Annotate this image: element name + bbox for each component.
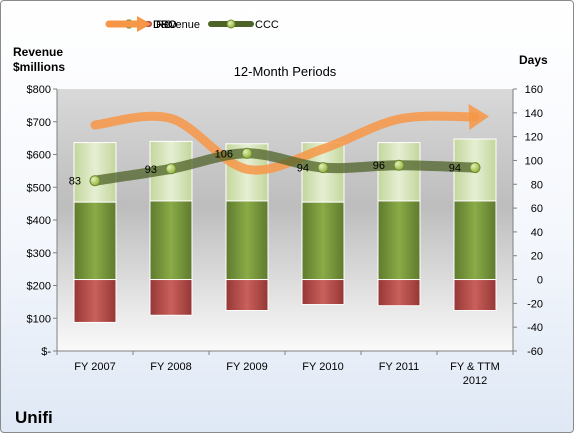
- legend-label-ccc: CCC: [255, 19, 279, 31]
- y-right-tick-label: 80: [531, 179, 543, 191]
- x-tick-label: FY 2011: [379, 361, 420, 373]
- bar-dpo: [225, 279, 269, 312]
- y-left-label-line1: Revenue: [13, 45, 63, 59]
- ccc-marker: [469, 162, 481, 174]
- ccc-marker: [165, 163, 177, 175]
- bar-dio: [377, 200, 421, 281]
- ccc-data-label: 93: [145, 164, 157, 176]
- bar-dio: [453, 200, 497, 281]
- x-tick-label: FY 2009: [226, 361, 267, 373]
- ccc-line: [90, 148, 480, 186]
- legend-swatch-revenue-arrow: [137, 16, 151, 32]
- x-tick-label: FY 2008: [150, 361, 191, 373]
- ccc-marker: [89, 175, 101, 187]
- y-left-label-line2: $millions: [13, 60, 65, 74]
- y-right-label: Days: [519, 53, 548, 67]
- company-name: Unifi: [15, 408, 53, 427]
- chart-title: 12-Month Periods: [234, 64, 337, 79]
- y-right-tick-label: -60: [527, 346, 543, 358]
- ccc-marker: [393, 159, 405, 171]
- y-right-tick-label: 0: [537, 275, 543, 287]
- legend-label-ccc: DPO: [153, 19, 177, 31]
- y-right-tick-label: -40: [527, 322, 543, 334]
- ccc-data-label: 94: [449, 163, 461, 175]
- bar-dio: [301, 201, 345, 281]
- y-left-tick-label: $300: [27, 248, 51, 260]
- ccc-marker: [317, 162, 329, 174]
- y-left-tick-label: $100: [27, 313, 51, 325]
- y-right-tick-label: 60: [531, 203, 543, 215]
- axes: $- $100 $200 $300 $400 $500 $600 $700 $800 -60 -40…: [27, 84, 543, 387]
- x-tick-label: FY 2007: [74, 361, 115, 373]
- bar-dpo: [73, 279, 117, 323]
- bar-dio: [73, 201, 117, 281]
- bar-dpo: [377, 279, 421, 307]
- ccc-data-label: 83: [69, 176, 81, 188]
- y-right-tick-label: 120: [525, 132, 543, 144]
- lines: 83 93 106 94 96 94: [69, 104, 489, 188]
- ccc-data-label: 94: [297, 163, 309, 175]
- y-right-tick-label: -20: [527, 298, 543, 310]
- legend-label-revenue: Revenue: [156, 19, 200, 31]
- ccc-data-label: 96: [373, 160, 385, 172]
- y-right-tick-label: 20: [531, 251, 543, 263]
- y-left-tick-label: $-: [41, 346, 51, 358]
- y-right-tick-label: 40: [531, 227, 543, 239]
- x-tick-label: FY 2010: [302, 361, 343, 373]
- plot-area: [57, 89, 513, 351]
- legend-label-ccc: DIO: [153, 19, 173, 31]
- bar-dso: [377, 142, 421, 202]
- y-left-tick-label: $800: [27, 84, 51, 96]
- bar-dio: [225, 200, 269, 281]
- bar-dio: [149, 200, 193, 281]
- ccc-marker: [241, 147, 253, 159]
- y-left-tick-label: $600: [27, 150, 51, 162]
- bar-dpo: [453, 279, 497, 312]
- y-left-tick-label: $200: [27, 281, 51, 293]
- y-right-tick-label: 100: [525, 155, 543, 167]
- bar-dpo: [301, 279, 345, 306]
- y-left-tick-label: $700: [27, 117, 51, 129]
- bar-dpo: [149, 279, 193, 316]
- bars: [73, 138, 497, 323]
- y-right-tick-label: 160: [525, 84, 543, 96]
- legend-swatch-ccc-marker: [226, 19, 236, 29]
- revenue-arrowhead: [468, 104, 489, 131]
- y-left-tick-label: $400: [27, 215, 51, 227]
- y-left-tick-label: $500: [27, 182, 51, 194]
- ccc-data-label: 106: [215, 148, 233, 160]
- y-right-tick-label: 140: [525, 108, 543, 120]
- x-tick-label: FY & TTM 2012: [450, 361, 500, 387]
- bar-dso: [73, 142, 117, 203]
- legend-label-ccc: DSO: [153, 19, 177, 31]
